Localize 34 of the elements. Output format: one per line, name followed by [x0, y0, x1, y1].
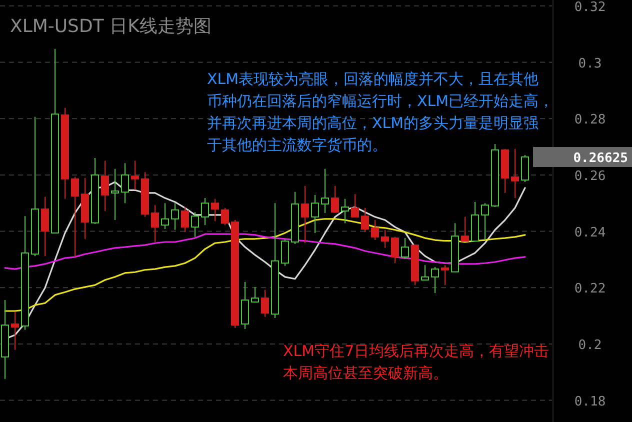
candlestick: [301, 185, 309, 244]
y-tick-label: 0.28: [574, 112, 606, 128]
candlestick: [321, 168, 329, 214]
y-tick-label: 0.32: [574, 0, 606, 15]
candlestick: [381, 229, 389, 248]
candlestick: [11, 312, 19, 350]
candlestick: [441, 264, 449, 286]
annotation: XLM表现较为亮眼，回落的幅度并不大，且在其他币种仍在回落后的窄幅运行时，XLM已经开始走高，并再次再进本周的高位，XLM的多头力量是明显强于其他的主流数字货币的。: [207, 70, 554, 154]
candlestick: [171, 202, 179, 230]
candlestick: [311, 194, 319, 234]
annotation: XLM守住7日均线后再次走高，有望冲击本周高位甚至突破新高。: [283, 342, 550, 382]
candlestick: [201, 198, 209, 226]
line-series: [4, 233, 526, 270]
candlestick: [341, 198, 349, 224]
y-tick-label: 0.22: [574, 282, 606, 297]
y-tick-label: 0.2: [578, 338, 602, 353]
candlestick: [121, 162, 129, 204]
candlestick: [61, 107, 69, 200]
y-tick-label: 0.18: [574, 394, 606, 410]
candlestick: [41, 196, 49, 257]
candlestick: [81, 178, 89, 240]
candlestick: [141, 172, 149, 218]
text: XLM-USDT 日K线走势图: [10, 16, 212, 37]
candlestick: [1, 300, 9, 380]
y-tick-label: 0.26: [574, 168, 606, 184]
y-tick-label: 0.24: [574, 225, 606, 240]
text: 0.26625: [573, 151, 628, 166]
candlestick: [101, 160, 109, 212]
candlestick: [111, 168, 119, 221]
candlestick: [241, 281, 249, 330]
candlestick: [511, 148, 519, 199]
y-tick-label: 0.3: [578, 56, 602, 72]
candlestick: [131, 160, 139, 190]
candlestick: [151, 204, 159, 242]
